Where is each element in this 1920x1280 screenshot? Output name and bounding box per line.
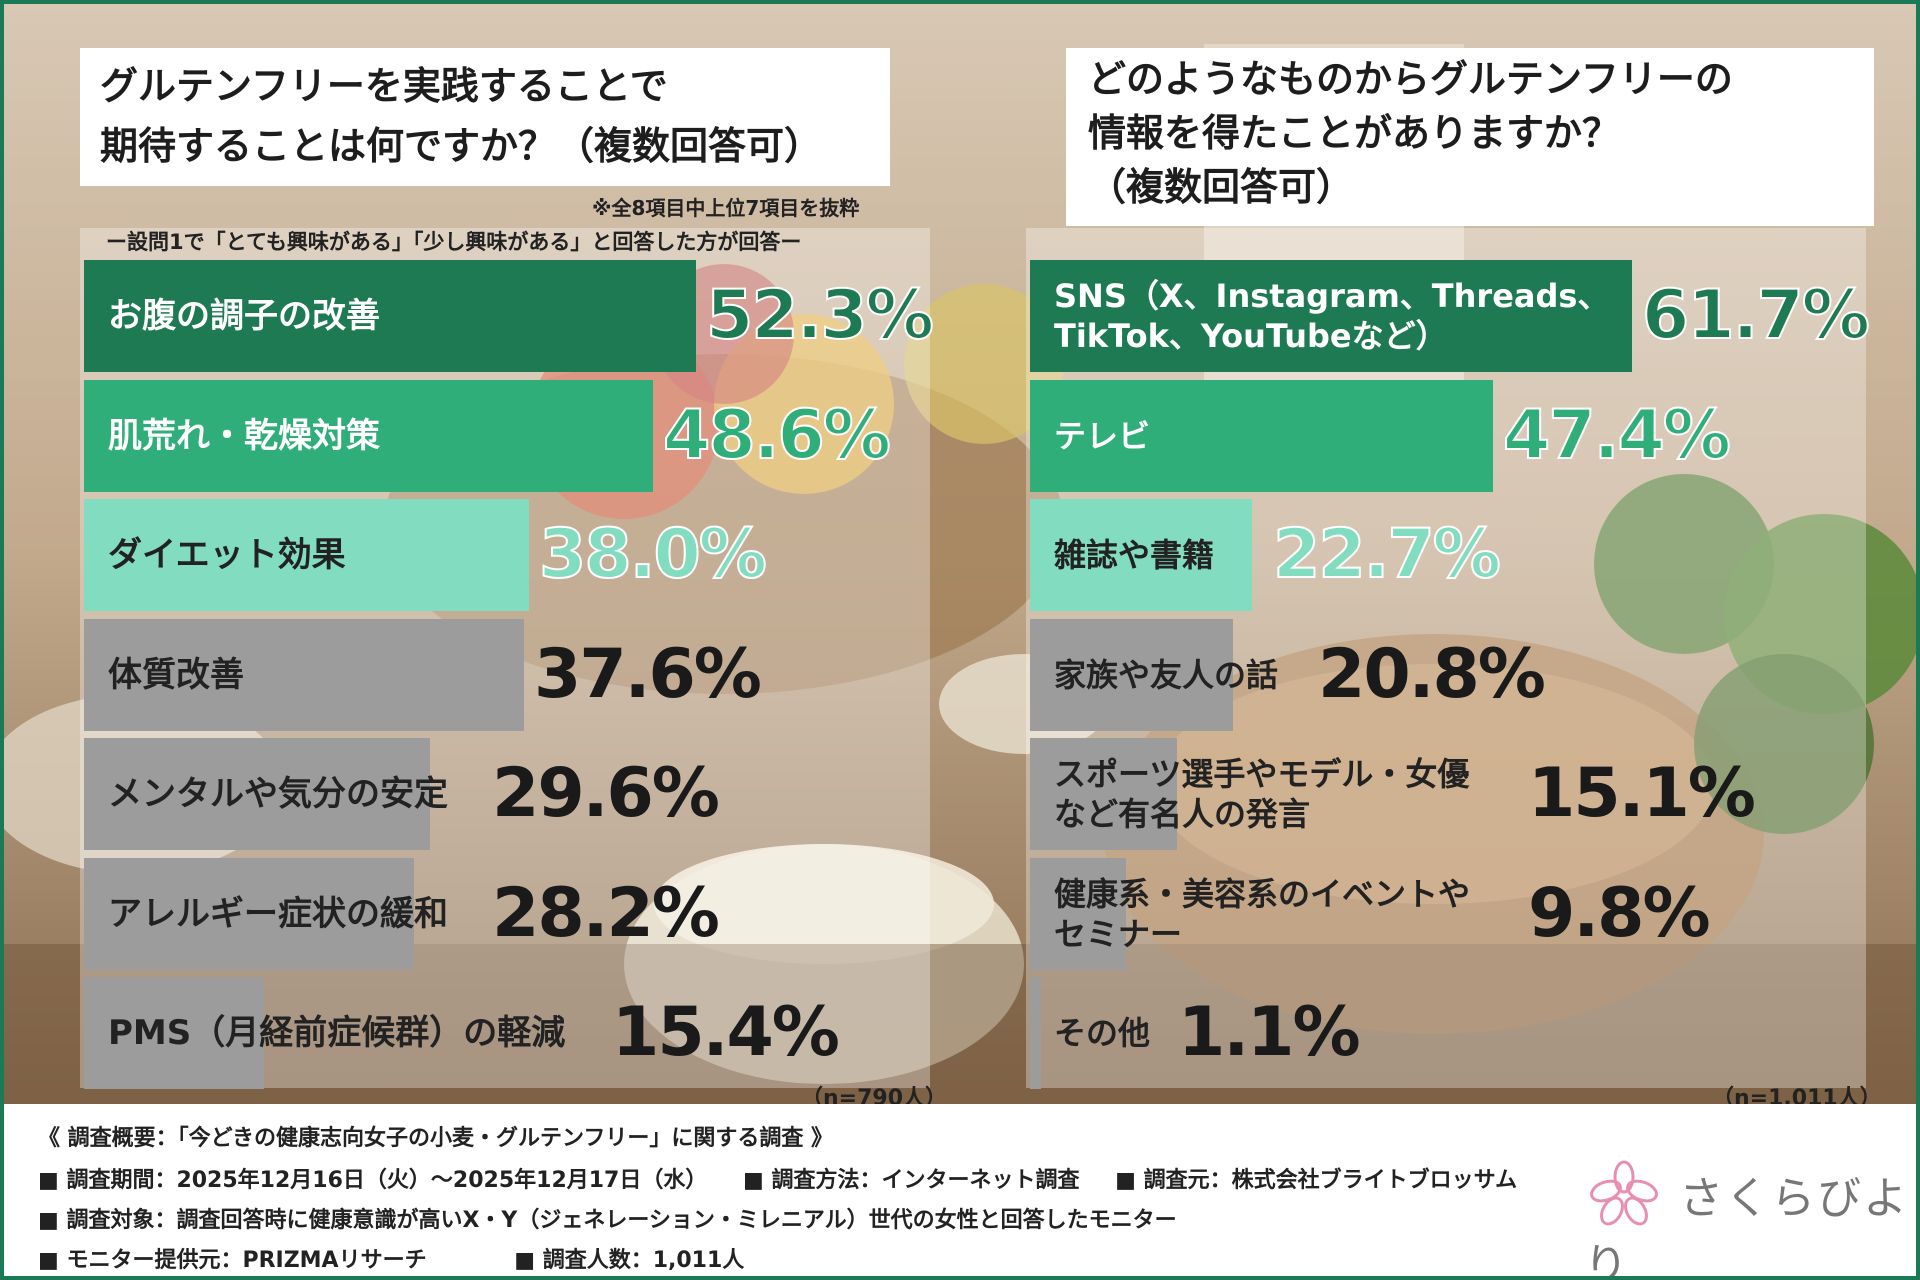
bar-label-line: お腹の調子の改善: [108, 296, 380, 336]
value-label: 47.4%: [1502, 395, 1732, 476]
sakura-flower-icon: [1590, 1160, 1658, 1226]
bar-label-line: その他: [1054, 1014, 1151, 1052]
bar-label-line: PMS（月経前症候群）の軽減: [108, 1013, 566, 1053]
value-label: 22.7%: [1272, 514, 1502, 595]
right-title-line-2: 情報を得たことがありますか？: [1088, 111, 1621, 155]
bar-label: 家族や友人の話: [1054, 655, 1278, 695]
bar: [84, 379, 653, 492]
bar: [1030, 857, 1126, 970]
bar-label-line: 肌荒れ・乾燥対策: [108, 415, 380, 456]
value-label: 48.6%: [662, 395, 892, 476]
left-footnote: ※全8項目中上位7項目を抜粋: [592, 196, 860, 220]
left-title-line-1: グルテンフリーを実践することで: [100, 64, 668, 108]
survey-provider: ■ モニター提供元：PRIZMAリサーチ: [38, 1248, 427, 1273]
bar-label: アレルギー症状の緩和: [108, 893, 448, 935]
bar: [84, 499, 529, 611]
bar-label-line: メンタルや気分の安定: [108, 774, 448, 814]
bar-label: テレビ: [1054, 416, 1150, 456]
bar: [84, 618, 524, 731]
survey-period: ■ 調査期間：2025年12月16日（火）～2025年12月17日（水）: [38, 1168, 708, 1193]
bar-label-line: 健康系・美容系のイベントや: [1054, 874, 1471, 913]
logo-text: さくらびより: [1584, 1173, 1910, 1280]
bar-label: メンタルや気分の安定: [108, 773, 448, 815]
bar-label-line: SNS（X、Instagram、Threads、: [1054, 277, 1610, 315]
bar-label: SNS（X、Instagram、Threads、 TikTok、YouTubeなど…: [1054, 276, 1609, 356]
survey-source: ■ 調査元：株式会社ブライトブロッサム: [1115, 1168, 1518, 1193]
bar-label-line: スポーツ選手やモデル・女優: [1054, 755, 1470, 793]
bar-label: お腹の調子の改善: [108, 295, 380, 337]
bar-label-line: アレルギー症状の緩和: [108, 893, 448, 934]
value-label: 52.3%: [705, 275, 935, 356]
bar-label: 肌荒れ・乾燥対策: [108, 415, 380, 457]
bar: [1030, 618, 1233, 731]
bar: [84, 857, 414, 970]
bar: [1030, 738, 1177, 850]
value-label: 15.1%: [1528, 754, 1756, 833]
left-subtitle: ー設問1で「とても興味がある」「少し興味がある」と回答した方が回答ー: [106, 230, 802, 254]
bar-label-line: など有名人の発言: [1054, 795, 1311, 833]
sakurabiyori-logo: さくらびより: [1584, 1159, 1916, 1280]
value-label: 9.8%: [1528, 873, 1711, 953]
value-label: 38.0%: [538, 514, 768, 595]
bar: [1030, 260, 1632, 372]
bar-label-line: セミナー: [1054, 914, 1183, 953]
bar-label-line: 家族や友人の話: [1054, 655, 1279, 694]
right-title-line-3: （複数回答可）: [1088, 165, 1355, 209]
bar-label: スポーツ選手やモデル・女優 など有名人の発言: [1054, 754, 1469, 834]
value-label: 37.6%: [534, 634, 762, 714]
bar-label-line: ダイエット効果: [108, 535, 346, 575]
value-label: 29.6%: [492, 754, 720, 833]
bar-label: ダイエット効果: [108, 534, 346, 576]
left-question-title: グルテンフリーを実践することで 期待することは何ですか？（複数回答可）: [80, 48, 890, 186]
left-title-line-2: 期待することは何ですか？（複数回答可）: [100, 124, 823, 168]
bar-label-line: テレビ: [1054, 416, 1151, 455]
survey-row-3: ■ モニター提供元：PRIZMAリサーチ ■ 調査人数：1,011人: [38, 1242, 744, 1274]
bar-label: その他: [1054, 1013, 1150, 1053]
bar-label-line: TikTok、YouTubeなど）: [1054, 317, 1448, 355]
bar: [1030, 379, 1493, 492]
bar-label: 雑誌や書籍: [1054, 535, 1214, 575]
survey-target: ■ 調査対象：調査回答時に健康意識が高いX・Y（ジェネレーション・ミレニアル）世…: [38, 1208, 1177, 1233]
bar-label-line: 雑誌や書籍: [1054, 536, 1215, 574]
bar-label: PMS（月経前症候群）の軽減: [108, 1012, 565, 1054]
bar-label: 体質改善: [108, 654, 244, 696]
survey-heading: 《 調査概要：「今どきの健康志向女子の小麦・グルテンフリー」に関する調査 》: [38, 1126, 834, 1151]
value-label: 20.8%: [1318, 634, 1546, 714]
bar: [84, 738, 430, 850]
value-label: 15.4%: [612, 993, 840, 1072]
survey-count: ■ 調査人数：1,011人: [514, 1248, 745, 1273]
bar: [1030, 977, 1041, 1089]
right-question-title: どのようなものからグルテンフリーの 情報を得たことがありますか？ （複数回答可）: [1066, 48, 1874, 226]
value-label: 1.1%: [1178, 993, 1361, 1072]
survey-row-1: ■ 調査期間：2025年12月16日（火）～2025年12月17日（水） ■ 調…: [38, 1162, 1517, 1194]
bar: [84, 977, 264, 1089]
bar: [1030, 499, 1252, 611]
value-label: 61.7%: [1641, 275, 1871, 356]
survey-footer: 《 調査概要：「今どきの健康志向女子の小麦・グルテンフリー」に関する調査 》 ■…: [4, 1104, 1916, 1280]
bar: [84, 260, 696, 372]
bar-label-line: 体質改善: [108, 654, 244, 695]
bar-label: 健康系・美容系のイベントや セミナー: [1054, 874, 1470, 954]
value-label: 28.2%: [492, 873, 720, 953]
survey-method: ■ 調査方法：インターネット調査: [743, 1168, 1080, 1193]
right-title-line-1: どのようなものからグルテンフリーの: [1088, 57, 1733, 101]
